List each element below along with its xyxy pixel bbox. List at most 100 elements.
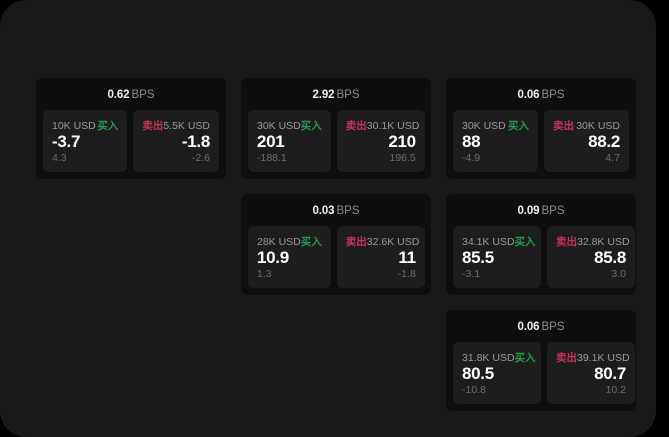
sell-price: 210 <box>388 132 416 151</box>
sell-delta: -2.6 <box>191 152 210 164</box>
buy-side-header: 30K USD 买入 <box>257 119 322 132</box>
buy-delta: -10.8 <box>462 384 486 396</box>
sell-side-header: 卖出 39.1K USD <box>556 351 630 364</box>
sell-action-tag: 卖出 <box>556 351 577 364</box>
quote-card[interactable]: 0.03 BPS 28K USD 买入 10.9 1.3 卖出 <box>241 194 431 295</box>
buy-delta: -3.1 <box>462 268 481 280</box>
card-sides: 30K USD 买入 201 -188.1 卖出 30.1K USD 210 1… <box>248 110 425 172</box>
quote-card[interactable]: 0.62 BPS 10K USD 买入 -3.7 4.3 卖出 <box>36 78 226 179</box>
sell-side[interactable]: 卖出 39.1K USD 80.7 10.2 <box>547 342 635 404</box>
card-header: 0.06 BPS <box>453 317 629 342</box>
quote-card[interactable]: 0.06 BPS 30K USD 买入 88 -4.9 卖出 <box>446 78 636 179</box>
bps-value: 0.06 <box>517 321 540 333</box>
buy-side[interactable]: 30K USD 买入 88 -4.9 <box>453 110 538 172</box>
sell-delta: -1.8 <box>397 268 416 280</box>
quote-card[interactable]: 0.09 BPS 34.1K USD 买入 85.5 -3.1 卖出 <box>446 194 636 295</box>
buy-action-tag: 买入 <box>514 235 536 248</box>
sell-price: 80.7 <box>594 364 626 383</box>
sell-size-label: 30.1K USD <box>366 119 420 132</box>
buy-price: -3.7 <box>52 132 81 151</box>
card-sides: 30K USD 买入 88 -4.9 卖出 30K USD 88.2 4.7 <box>453 110 629 172</box>
sell-side-header: 卖出 30K USD <box>553 119 620 132</box>
card-header: 0.09 BPS <box>453 201 629 226</box>
buy-delta: -4.9 <box>462 152 481 164</box>
sell-delta: 10.2 <box>605 384 626 396</box>
sell-side[interactable]: 卖出 32.6K USD 11 -1.8 <box>336 226 425 288</box>
sell-side-header: 卖出 5.5K USD <box>142 119 210 132</box>
card-sides: 10K USD 买入 -3.7 4.3 卖出 5.5K USD -1.8 -2.… <box>43 110 219 172</box>
bps-value: 2.92 <box>312 89 335 101</box>
quote-column-3: 0.06 BPS 30K USD 买入 88 -4.9 卖出 <box>446 78 636 411</box>
buy-side[interactable]: 10K USD 买入 -3.7 4.3 <box>43 110 128 172</box>
buy-action-tag: 买入 <box>300 235 322 248</box>
sell-delta: 3.0 <box>611 268 626 280</box>
sell-price: 88.2 <box>588 132 620 151</box>
buy-side-header: 31.8K USD 买入 <box>462 351 536 364</box>
bps-unit: BPS <box>541 89 565 101</box>
buy-side-header: 28K USD 买入 <box>257 235 322 248</box>
buy-size-label: 30K USD <box>462 119 506 132</box>
bps-unit: BPS <box>541 321 565 333</box>
quote-card[interactable]: 2.92 BPS 30K USD 买入 201 -188.1 卖出 <box>241 78 431 179</box>
buy-price: 80.5 <box>462 364 494 383</box>
quote-card[interactable]: 0.06 BPS 31.8K USD 买入 80.5 -10.8 卖出 <box>446 310 636 411</box>
buy-side-header: 30K USD 买入 <box>462 119 529 132</box>
sell-action-tag: 卖出 <box>345 235 367 248</box>
buy-action-tag: 买入 <box>514 351 536 364</box>
card-header: 0.03 BPS <box>248 201 424 226</box>
buy-size-label: 34.1K USD <box>462 235 515 248</box>
buy-action-tag: 买入 <box>300 119 322 132</box>
bps-unit: BPS <box>336 89 360 101</box>
sell-side-header: 卖出 32.6K USD <box>345 235 420 248</box>
card-sides: 34.1K USD 买入 85.5 -3.1 卖出 32.8K USD 85.8… <box>453 226 635 288</box>
buy-price: 10.9 <box>257 248 289 267</box>
sell-price: 11 <box>398 248 416 267</box>
buy-delta: 1.3 <box>257 268 272 280</box>
sell-side-header: 卖出 32.8K USD <box>556 235 630 248</box>
sell-size-label: 32.6K USD <box>366 235 420 248</box>
sell-action-tag: 卖出 <box>556 235 577 248</box>
buy-price: 88 <box>462 132 481 151</box>
buy-side[interactable]: 28K USD 买入 10.9 1.3 <box>248 226 331 288</box>
sell-side[interactable]: 卖出 30.1K USD 210 196.5 <box>336 110 425 172</box>
buy-side-header: 10K USD 买入 <box>52 119 118 132</box>
sell-action-tag: 卖出 <box>345 119 367 132</box>
sell-action-tag: 卖出 <box>553 119 574 132</box>
card-sides: 31.8K USD 买入 80.5 -10.8 卖出 39.1K USD 80.… <box>453 342 635 404</box>
sell-size-label: 5.5K USD <box>163 119 210 132</box>
buy-action-tag: 买入 <box>508 119 529 132</box>
card-header: 0.06 BPS <box>453 85 629 110</box>
quote-board: 0.62 BPS 10K USD 买入 -3.7 4.3 卖出 <box>36 78 636 411</box>
buy-side[interactable]: 34.1K USD 买入 85.5 -3.1 <box>453 226 541 288</box>
sell-delta: 196.5 <box>389 152 416 164</box>
sell-size-label: 39.1K USD <box>577 351 630 364</box>
sell-side[interactable]: 卖出 5.5K USD -1.8 -2.6 <box>133 110 219 172</box>
sell-side[interactable]: 卖出 30K USD 88.2 4.7 <box>544 110 629 172</box>
sell-side[interactable]: 卖出 32.8K USD 85.8 3.0 <box>547 226 635 288</box>
card-sides: 28K USD 买入 10.9 1.3 卖出 32.6K USD 11 -1.8 <box>248 226 425 288</box>
buy-side-header: 34.1K USD 买入 <box>462 235 536 248</box>
buy-size-label: 30K USD <box>257 119 301 132</box>
sell-price: -1.8 <box>181 132 210 151</box>
card-header: 0.62 BPS <box>43 85 219 110</box>
bps-unit: BPS <box>541 205 565 217</box>
bps-unit: BPS <box>336 205 360 217</box>
bps-unit: BPS <box>131 89 155 101</box>
buy-size-label: 28K USD <box>257 235 301 248</box>
bps-value: 0.09 <box>517 205 540 217</box>
buy-side[interactable]: 30K USD 买入 201 -188.1 <box>248 110 331 172</box>
buy-side[interactable]: 31.8K USD 买入 80.5 -10.8 <box>453 342 541 404</box>
sell-size-label: 32.8K USD <box>577 235 630 248</box>
card-header: 2.92 BPS <box>248 85 424 110</box>
sell-side-header: 卖出 30.1K USD <box>345 119 420 132</box>
sell-size-label: 30K USD <box>576 119 620 132</box>
bps-value: 0.06 <box>517 89 540 101</box>
quote-column-2: 2.92 BPS 30K USD 买入 201 -188.1 卖出 <box>241 78 431 295</box>
buy-price: 201 <box>257 132 285 151</box>
sell-price: 85.8 <box>594 248 626 267</box>
buy-delta: 4.3 <box>52 152 67 164</box>
bps-value: 0.62 <box>107 89 130 101</box>
buy-size-label: 10K USD <box>52 119 96 132</box>
buy-delta: -188.1 <box>257 152 287 164</box>
